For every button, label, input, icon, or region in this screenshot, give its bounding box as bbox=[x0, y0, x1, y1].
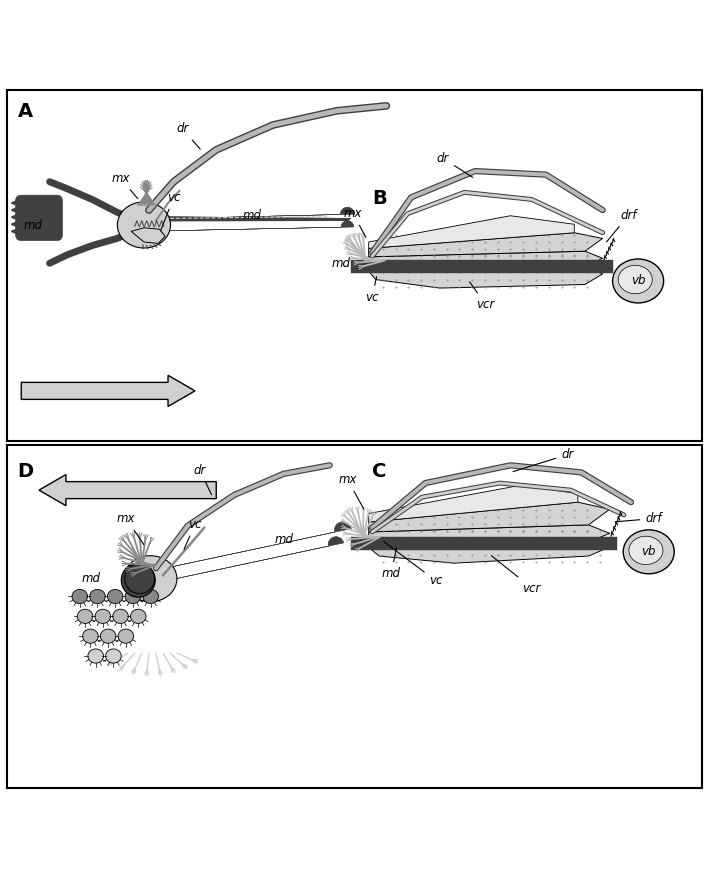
Polygon shape bbox=[131, 228, 165, 243]
Text: md: md bbox=[274, 533, 293, 546]
Bar bbox=[7, 90, 702, 440]
Ellipse shape bbox=[77, 610, 93, 624]
Polygon shape bbox=[131, 207, 354, 219]
Text: drf: drf bbox=[606, 209, 637, 242]
Ellipse shape bbox=[117, 202, 170, 248]
Text: drf: drf bbox=[615, 512, 661, 525]
Ellipse shape bbox=[88, 649, 104, 663]
Text: md: md bbox=[23, 219, 43, 233]
Ellipse shape bbox=[101, 629, 116, 643]
Text: A: A bbox=[18, 101, 33, 121]
Text: mx: mx bbox=[117, 512, 144, 544]
FancyArrow shape bbox=[21, 375, 195, 406]
Text: dr: dr bbox=[513, 448, 574, 471]
Ellipse shape bbox=[95, 610, 111, 624]
Ellipse shape bbox=[118, 629, 133, 643]
Text: mx: mx bbox=[338, 473, 364, 509]
Polygon shape bbox=[369, 502, 610, 532]
Polygon shape bbox=[369, 485, 578, 522]
Polygon shape bbox=[369, 542, 610, 563]
Ellipse shape bbox=[623, 529, 674, 574]
Ellipse shape bbox=[125, 589, 141, 603]
Text: C: C bbox=[372, 462, 386, 481]
Text: dr: dr bbox=[437, 152, 473, 177]
Text: vcr: vcr bbox=[469, 282, 495, 311]
FancyArrow shape bbox=[39, 475, 216, 506]
Text: B: B bbox=[372, 189, 387, 208]
Text: vb: vb bbox=[631, 275, 645, 287]
Text: md: md bbox=[332, 256, 351, 270]
Polygon shape bbox=[141, 537, 344, 586]
Ellipse shape bbox=[124, 556, 177, 602]
Ellipse shape bbox=[130, 610, 146, 624]
Ellipse shape bbox=[629, 537, 663, 565]
Polygon shape bbox=[369, 525, 610, 544]
Ellipse shape bbox=[106, 649, 121, 663]
Text: mx: mx bbox=[344, 207, 366, 237]
Polygon shape bbox=[369, 267, 603, 288]
Text: vc: vc bbox=[365, 277, 379, 304]
Polygon shape bbox=[132, 221, 354, 232]
Polygon shape bbox=[369, 251, 603, 267]
Bar bbox=[351, 537, 617, 550]
Text: dr: dr bbox=[176, 122, 200, 149]
Ellipse shape bbox=[618, 265, 652, 293]
Polygon shape bbox=[138, 217, 351, 221]
Polygon shape bbox=[138, 217, 351, 221]
Ellipse shape bbox=[113, 610, 128, 624]
Text: md: md bbox=[242, 209, 261, 221]
Ellipse shape bbox=[613, 259, 664, 303]
Ellipse shape bbox=[82, 629, 98, 643]
FancyBboxPatch shape bbox=[16, 196, 62, 241]
Text: dr: dr bbox=[194, 463, 211, 495]
Text: mx: mx bbox=[111, 172, 138, 199]
Polygon shape bbox=[369, 216, 574, 248]
Text: D: D bbox=[18, 462, 34, 481]
Text: vcr: vcr bbox=[491, 556, 541, 595]
Ellipse shape bbox=[121, 563, 155, 597]
Text: vc: vc bbox=[384, 542, 443, 588]
Ellipse shape bbox=[125, 564, 155, 594]
Text: vc: vc bbox=[160, 191, 181, 231]
Polygon shape bbox=[140, 522, 351, 574]
Ellipse shape bbox=[143, 589, 159, 603]
Text: md: md bbox=[82, 573, 101, 585]
Ellipse shape bbox=[89, 589, 106, 603]
Ellipse shape bbox=[108, 589, 123, 603]
Polygon shape bbox=[369, 233, 603, 257]
Bar bbox=[7, 446, 702, 788]
Bar bbox=[351, 261, 613, 273]
Text: vc: vc bbox=[184, 518, 202, 549]
Ellipse shape bbox=[72, 589, 88, 603]
Text: md: md bbox=[382, 547, 401, 581]
Text: vb: vb bbox=[642, 545, 656, 559]
